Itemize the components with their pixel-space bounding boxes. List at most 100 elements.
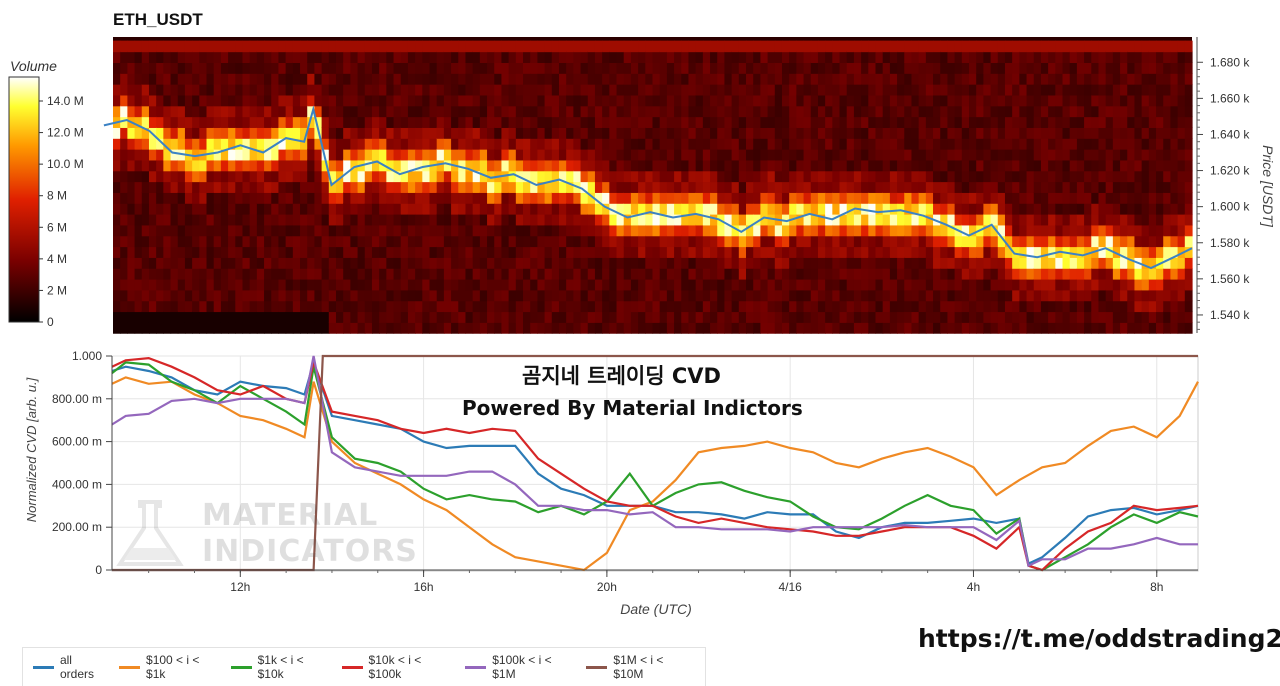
heatmap-cell: [213, 40, 222, 53]
heatmap-cell: [961, 159, 970, 172]
heatmap-cell: [897, 224, 905, 237]
heatmap-cell: [523, 257, 531, 269]
heatmap-cell: [350, 213, 359, 226]
heatmap-cell: [573, 170, 582, 183]
heatmap-cell: [278, 300, 287, 313]
heatmap-cell: [537, 94, 546, 107]
heatmap-cell: [292, 159, 301, 172]
heatmap-cell: [278, 170, 287, 183]
heatmap-cell: [774, 289, 783, 302]
heatmap-cell: [357, 73, 366, 85]
heatmap-cell: [1084, 105, 1092, 118]
heatmap-cell: [897, 181, 905, 193]
heatmap-cell: [400, 105, 409, 118]
heatmap-cell: [422, 246, 431, 258]
legend-item[interactable]: $100k < i < $1M: [465, 653, 574, 681]
heatmap-cell: [1120, 213, 1128, 226]
heatmap-cell: [156, 51, 164, 63]
heatmap-cell: [1105, 159, 1114, 172]
heatmap-cell: [1055, 203, 1064, 215]
heatmap-cell: [702, 181, 711, 193]
heatmap-cell: [515, 83, 524, 96]
colorbar-tick-label: 0: [47, 315, 54, 329]
heatmap-cell: [357, 138, 366, 150]
heatmap-cell: [1012, 246, 1020, 258]
heatmap-cell: [638, 257, 646, 269]
heatmap-cell: [148, 224, 157, 237]
heatmap-cell: [976, 148, 984, 161]
heatmap-cell: [436, 300, 445, 313]
heatmap-cell: [810, 311, 819, 323]
heatmap-cell: [1048, 322, 1056, 334]
heatmap-cell: [717, 116, 726, 128]
heatmap-cell: [652, 159, 661, 172]
heatmap-cell: [393, 51, 402, 63]
heatmap-cell: [882, 257, 891, 269]
heatmap-cell: [379, 213, 387, 226]
heatmap-cell: [774, 159, 783, 172]
heatmap-cell: [278, 40, 287, 53]
legend-item[interactable]: $1M < i < $10M: [586, 653, 693, 681]
heatmap-cell: [386, 116, 395, 128]
heatmap-cell: [256, 268, 265, 280]
heatmap-cell: [1076, 192, 1085, 204]
heatmap-cell: [846, 148, 855, 161]
heatmap-cell: [264, 73, 272, 85]
cvd-series-line: [111, 355, 1198, 568]
heatmap-cell: [861, 181, 869, 193]
heatmap-cell: [731, 159, 740, 172]
heatmap-cell: [1040, 73, 1049, 85]
heatmap-cell: [407, 235, 416, 248]
legend-item[interactable]: $100 < i < $1k: [119, 653, 219, 681]
heatmap-cell: [249, 278, 258, 291]
legend-item[interactable]: $1k < i < $10k: [230, 653, 330, 681]
heatmap-cell: [666, 181, 675, 193]
heatmap-cell: [774, 62, 783, 74]
heatmap-cell: [1098, 192, 1107, 204]
heatmap-cell: [933, 213, 941, 226]
heatmap-cell: [292, 148, 301, 161]
heatmap-cell: [954, 148, 963, 161]
heatmap-cell: [1026, 213, 1035, 226]
heatmap-cell: [753, 159, 761, 172]
heatmap-cell: [587, 289, 596, 302]
heatmap-cell: [1004, 257, 1013, 269]
heatmap-cell: [148, 159, 157, 172]
heatmap-cell: [364, 213, 373, 226]
heatmap-cell: [839, 192, 848, 204]
heatmap-cell: [1127, 138, 1136, 150]
heatmap-cell: [422, 40, 431, 53]
heatmap-cell: [947, 127, 956, 139]
heatmap-cell: [760, 203, 769, 215]
heatmap-cell: [688, 203, 697, 215]
heatmap-cell: [249, 300, 258, 313]
heatmap-cell: [897, 51, 905, 63]
heatmap-cell: [889, 116, 898, 128]
heatmap-cell: [350, 278, 359, 291]
heatmap-cell: [753, 116, 761, 128]
heatmap-cell: [436, 94, 445, 107]
heatmap-cell: [393, 170, 402, 183]
heatmap-cell: [285, 148, 294, 161]
heatmap-cell: [127, 224, 136, 237]
heatmap-cell: [1170, 289, 1179, 302]
heatmap-cell: [1091, 73, 1100, 85]
heatmap-cell: [120, 94, 128, 107]
heatmap-cell: [364, 289, 373, 302]
heatmap-cell: [242, 73, 251, 85]
heatmap-cell: [796, 278, 805, 291]
heatmap-cell: [1091, 181, 1100, 193]
legend-item[interactable]: all orders: [33, 653, 107, 681]
heatmap-cell: [494, 257, 503, 269]
heatmap-cell: [1062, 268, 1071, 280]
heatmap-cell: [141, 73, 150, 85]
heatmap-cell: [868, 73, 877, 85]
heatmap-cell: [861, 289, 869, 302]
heatmap-cell: [573, 83, 582, 96]
heatmap-cell: [918, 311, 927, 323]
heatmap-cell: [379, 192, 387, 204]
legend-item[interactable]: $10k < i < $100k: [341, 653, 454, 681]
telegram-link[interactable]: https://t.me/oddstrading2: [918, 624, 1280, 653]
heatmap-cell: [256, 224, 265, 237]
